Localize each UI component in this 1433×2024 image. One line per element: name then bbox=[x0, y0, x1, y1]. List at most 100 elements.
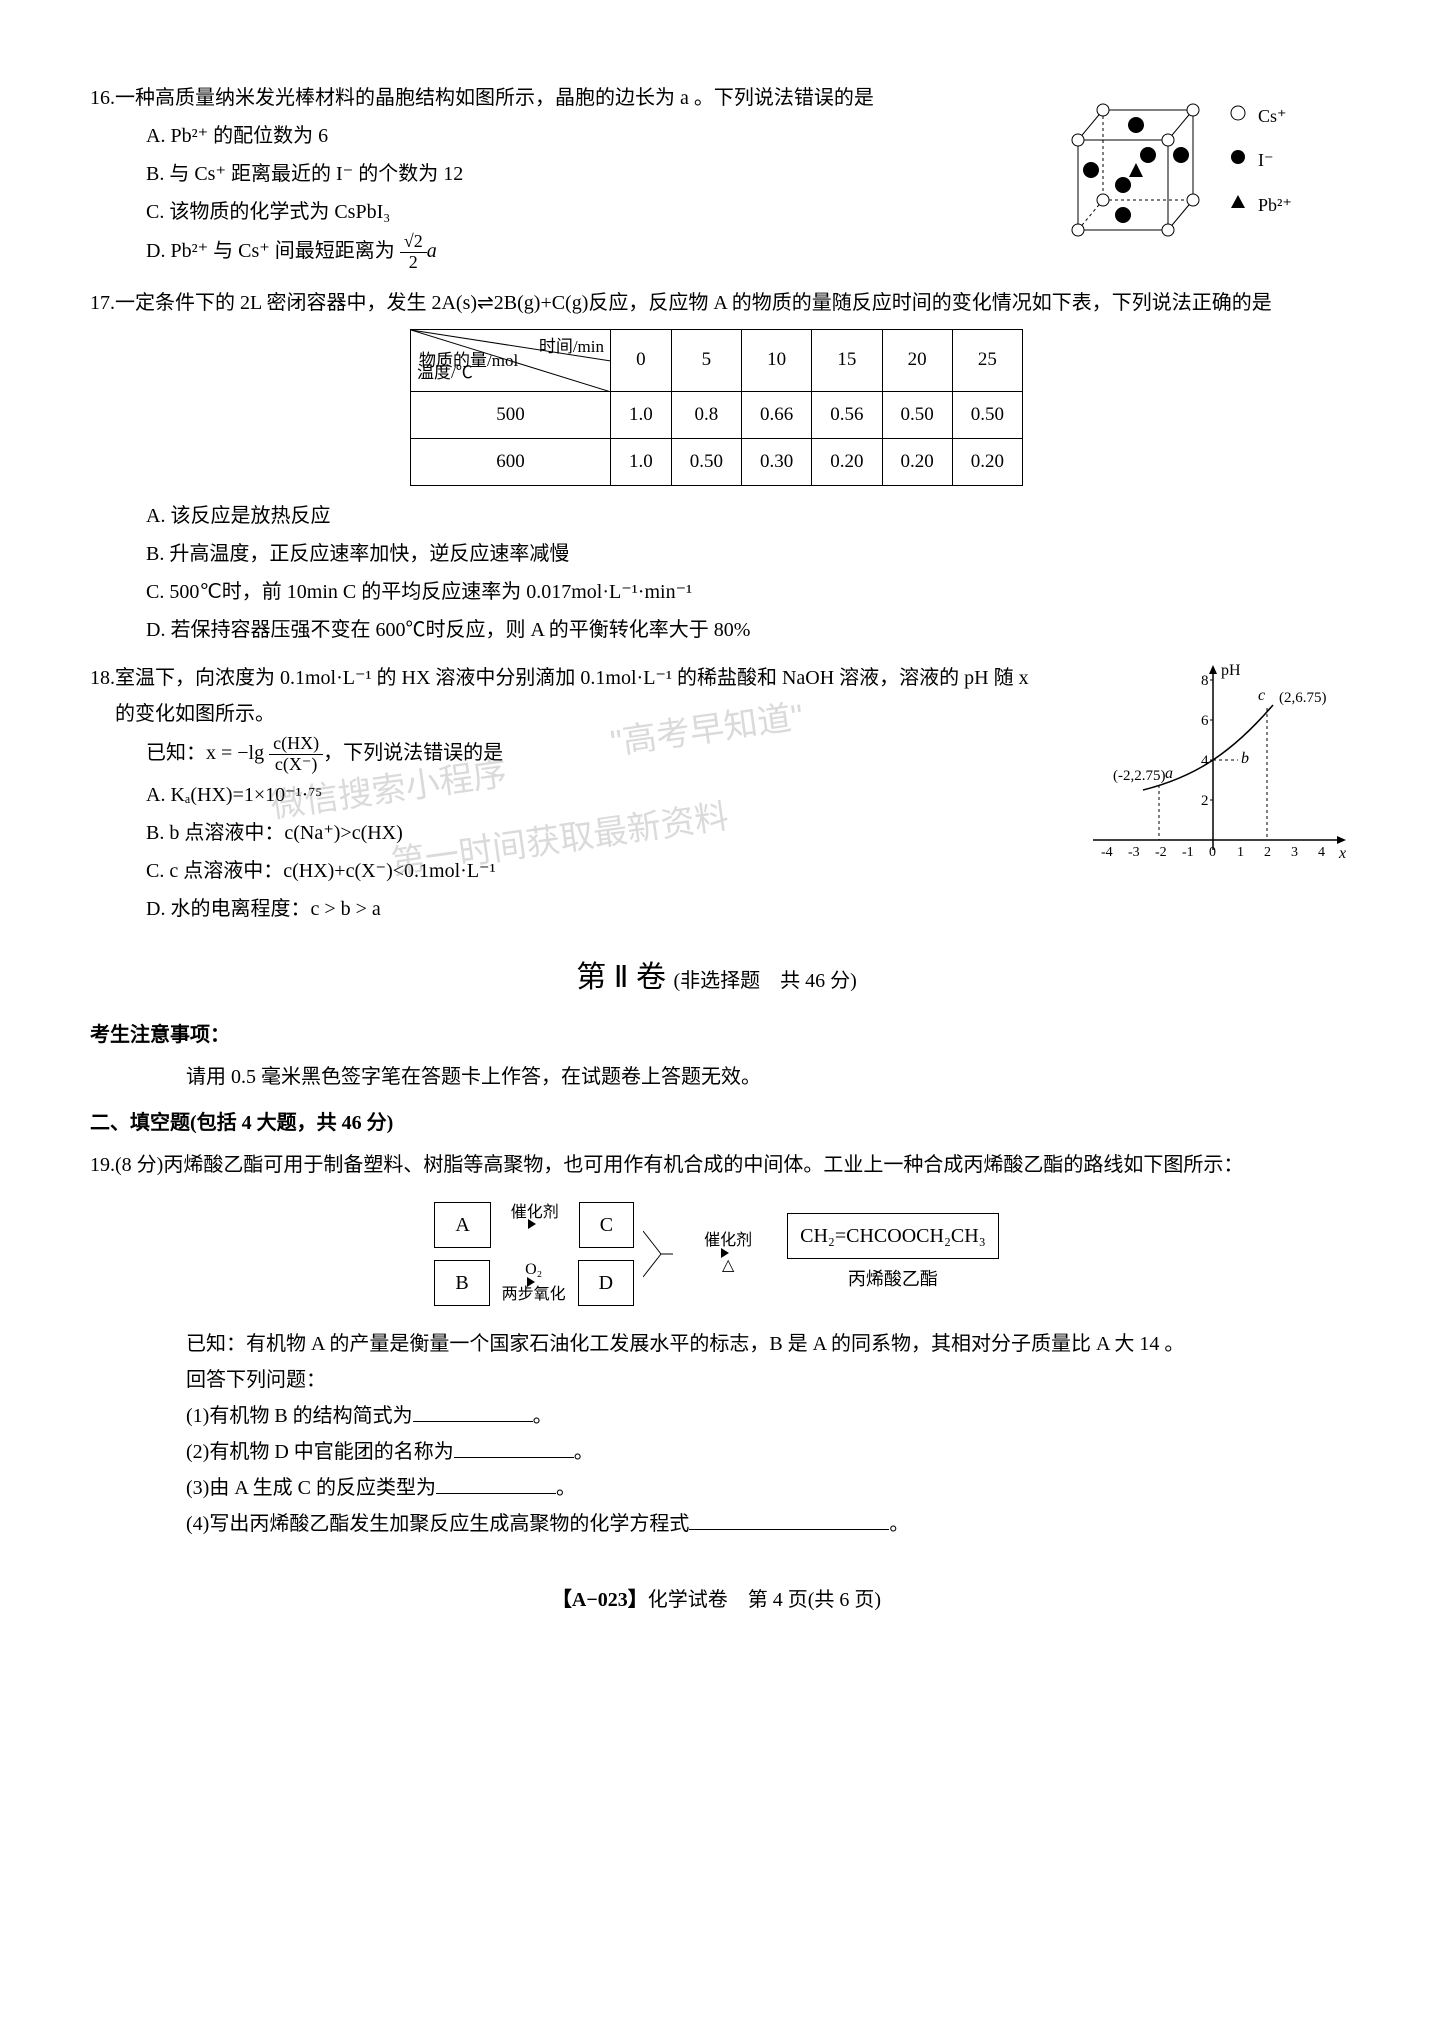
q17-number: 17. bbox=[90, 285, 115, 321]
q18-number: 18. bbox=[90, 660, 115, 696]
blank-1[interactable] bbox=[413, 1402, 533, 1422]
q19-sub3-text: (3)由 A 生成 C 的反应类型为 bbox=[186, 1477, 436, 1499]
footer-label: 化学试卷 bbox=[648, 1589, 728, 1611]
question-17: 17. 一定条件下的 2L 密闭容器中，发生 2A(s)⇌2B(g)+C(g)反… bbox=[90, 285, 1343, 648]
q17-r500-2: 0.66 bbox=[742, 391, 812, 438]
q18-graph: 2 4 6 8 -4 -3 -2 -1 0 1 2 3 4 pH x (-2,2… bbox=[1083, 660, 1363, 892]
q17-r600-0: 1.0 bbox=[611, 438, 672, 485]
ytick-2: 2 bbox=[1201, 793, 1209, 809]
svg-text:b: b bbox=[1241, 750, 1249, 767]
notice-text: 请用 0.5 毫米黑色签字笔在答题卡上作答，在试题卷上答题无效。 bbox=[90, 1059, 1343, 1095]
legend-i-icon bbox=[1226, 144, 1250, 176]
q19-prompt: 回答下列问题： bbox=[90, 1362, 1343, 1398]
legend-pb-icon bbox=[1226, 189, 1250, 221]
flow-box-b: B bbox=[434, 1260, 489, 1306]
question-19: 19. (8 分)丙烯酸乙酯可用于制备塑料、树脂等高聚物，也可用作有机合成的中间… bbox=[90, 1147, 1343, 1542]
q17-col-header: 时间/min bbox=[539, 332, 604, 363]
q17-col-2: 10 bbox=[742, 329, 812, 391]
q17-r600-4: 0.20 bbox=[882, 438, 952, 485]
q17-row500-label: 500 bbox=[411, 391, 611, 438]
legend-cs-label: Cs⁺ bbox=[1258, 100, 1287, 132]
svg-text:4: 4 bbox=[1318, 845, 1325, 860]
q17-r500-0: 1.0 bbox=[611, 391, 672, 438]
q16-d-num: √2 bbox=[400, 232, 427, 253]
section-2-title: 第 Ⅱ 卷 (非选择题 共 46 分) bbox=[90, 951, 1343, 1005]
flow-product-label: 丙烯酸乙酯 bbox=[783, 1263, 1003, 1295]
footer-code: 【A−023】 bbox=[552, 1589, 648, 1611]
q18-frac-num: c(HX) bbox=[269, 734, 323, 755]
svg-text:-3: -3 bbox=[1128, 845, 1140, 860]
part2-heading: 二、填空题(包括 4 大题，共 46 分) bbox=[90, 1105, 1343, 1141]
svg-text:1: 1 bbox=[1237, 845, 1244, 860]
blank-2[interactable] bbox=[454, 1438, 574, 1458]
svg-text:2: 2 bbox=[1264, 845, 1271, 860]
q16-d-pre: D. Pb²⁺ 与 Cs⁺ 间最短距离为 bbox=[146, 240, 395, 262]
flow-box-c: C bbox=[579, 1202, 634, 1248]
q17-row600-label: 600 bbox=[411, 438, 611, 485]
q19-sub3: (3)由 A 生成 C 的反应类型为 。 bbox=[90, 1470, 1343, 1506]
blank-3[interactable] bbox=[436, 1474, 556, 1494]
q18-option-d: D. 水的电离程度：c > b > a bbox=[90, 891, 1343, 927]
q17-r600-3: 0.20 bbox=[812, 438, 882, 485]
q16-d-den: 2 bbox=[400, 253, 427, 273]
q16-number: 16. bbox=[90, 80, 115, 116]
question-18: 18. 室温下，向浓度为 0.1mol·L⁻¹ 的 HX 溶液中分别滴加 0.1… bbox=[90, 660, 1343, 927]
svg-text:0: 0 bbox=[1209, 845, 1216, 860]
svg-text:-4: -4 bbox=[1101, 845, 1113, 860]
q18-frac-den: c(X⁻) bbox=[269, 755, 323, 775]
q17-r600-2: 0.30 bbox=[742, 438, 812, 485]
q19-sub4-end: 。 bbox=[889, 1513, 909, 1535]
q19-sub3-end: 。 bbox=[556, 1477, 576, 1499]
q17-r600-1: 0.50 bbox=[671, 438, 741, 485]
q19-flow-diagram: A 催化剂 C B O₂ 两步氧化 D bbox=[90, 1195, 1343, 1314]
q19-number: 19. bbox=[90, 1147, 115, 1183]
q17-r500-1: 0.8 bbox=[671, 391, 741, 438]
svg-text:(-2,2.75): (-2,2.75) bbox=[1113, 768, 1166, 784]
q17-row-header2: 温度/℃ bbox=[417, 358, 473, 389]
q19-sub1: (1)有机物 B 的结构简式为。 bbox=[90, 1398, 1343, 1434]
q17-col-1: 5 bbox=[671, 329, 741, 391]
legend-cs-icon bbox=[1226, 100, 1250, 132]
q17-r500-4: 0.50 bbox=[882, 391, 952, 438]
q19-sub2-end: 。 bbox=[574, 1441, 594, 1463]
footer-page: 第 4 页(共 6 页) bbox=[748, 1589, 881, 1611]
q17-text: 一定条件下的 2L 密闭容器中，发生 2A(s)⇌2B(g)+C(g)反应，反应… bbox=[115, 285, 1343, 321]
q19-sub4-text: (4)写出丙烯酸乙酯发生加聚反应生成高聚物的化学方程式 bbox=[186, 1513, 689, 1535]
ytick-6: 6 bbox=[1201, 713, 1209, 729]
ytick-8: 8 bbox=[1201, 673, 1209, 689]
q17-r500-5: 0.50 bbox=[952, 391, 1022, 438]
svg-text:-1: -1 bbox=[1182, 845, 1194, 860]
q17-option-c: C. 500℃时，前 10min C 的平均反应速率为 0.017mol·L⁻¹… bbox=[90, 574, 1343, 610]
q17-col-4: 20 bbox=[882, 329, 952, 391]
q17-col-0: 0 bbox=[611, 329, 672, 391]
svg-text:a: a bbox=[1165, 765, 1173, 782]
flow-box-d: D bbox=[578, 1260, 634, 1306]
q17-col-5: 25 bbox=[952, 329, 1022, 391]
question-16: 16. 一种高质量纳米发光棒材料的晶胞结构如图所示，晶胞的边长为 a 。下列说法… bbox=[90, 80, 1343, 273]
q18-text: 室温下，向浓度为 0.1mol·L⁻¹ 的 HX 溶液中分别滴加 0.1mol·… bbox=[115, 660, 1053, 732]
section-2-main: 第 Ⅱ 卷 bbox=[576, 961, 666, 994]
flow-box-a: A bbox=[434, 1202, 490, 1248]
q17-r500-3: 0.56 bbox=[812, 391, 882, 438]
q17-diag-header: 时间/min 物质的量/mol 温度/℃ bbox=[411, 329, 611, 391]
svg-text:3: 3 bbox=[1291, 845, 1298, 860]
q19-sub2-text: (2)有机物 D 中官能团的名称为 bbox=[186, 1441, 454, 1463]
q17-r600-5: 0.20 bbox=[952, 438, 1022, 485]
blank-4[interactable] bbox=[689, 1510, 889, 1530]
q19-sub2: (2)有机物 D 中官能团的名称为 。 bbox=[90, 1434, 1343, 1470]
section-2-sub: (非选择题 共 46 分) bbox=[673, 970, 856, 992]
q16-crystal-diagram: Cs⁺ I⁻ Pb²⁺ bbox=[1063, 100, 1343, 250]
ylabel: pH bbox=[1221, 662, 1241, 679]
q19-known: 已知：有机物 A 的产量是衡量一个国家石油化工发展水平的标志，B 是 A 的同系… bbox=[90, 1326, 1343, 1362]
legend-pb-label: Pb²⁺ bbox=[1258, 189, 1292, 221]
xlabel: x bbox=[1338, 845, 1346, 862]
q17-col-3: 15 bbox=[812, 329, 882, 391]
q19-sub4: (4)写出丙烯酸乙酯发生加聚反应生成高聚物的化学方程式 。 bbox=[90, 1506, 1343, 1542]
legend-i-label: I⁻ bbox=[1258, 144, 1274, 176]
q18-known-pre: 已知：x = −lg bbox=[146, 742, 264, 764]
q16-d-post: a bbox=[427, 240, 437, 262]
q19-sub1-end: 。 bbox=[533, 1405, 553, 1427]
svg-text:(2,6.75): (2,6.75) bbox=[1279, 690, 1327, 706]
svg-text:c: c bbox=[1258, 687, 1265, 704]
q18-known-post: ，下列说法错误的是 bbox=[323, 742, 503, 764]
